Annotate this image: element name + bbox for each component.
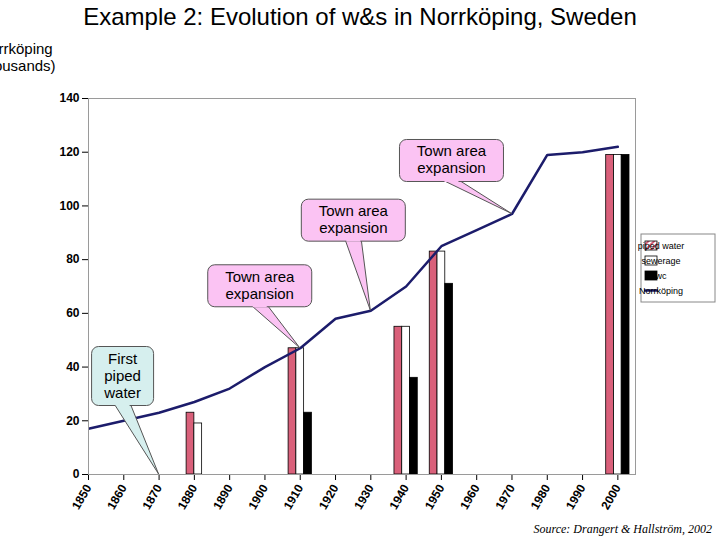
svg-text:40: 40 bbox=[66, 360, 80, 374]
svg-text:1890: 1890 bbox=[210, 482, 236, 512]
svg-text:1850: 1850 bbox=[69, 482, 95, 512]
svg-text:0: 0 bbox=[73, 467, 80, 481]
svg-text:80: 80 bbox=[66, 252, 80, 266]
svg-text:60: 60 bbox=[66, 306, 80, 320]
svg-text:1910: 1910 bbox=[281, 482, 307, 512]
svg-text:piped water: piped water bbox=[638, 241, 685, 251]
html-text:Example 2: Evolution of w&s in: Example 2: Evolution of w&s in Norrköpin… bbox=[83, 3, 637, 30]
svg-text:1920: 1920 bbox=[316, 482, 342, 512]
svg-text:1940: 1940 bbox=[387, 482, 413, 512]
svg-text:140: 140 bbox=[59, 91, 79, 105]
html-text:Source: Drangert & Hallström,: Source: Drangert & Hallström, 2002 bbox=[533, 522, 712, 536]
svg-text:2000: 2000 bbox=[598, 482, 624, 512]
svg-text:1900: 1900 bbox=[245, 482, 271, 512]
svg-text:1930: 1930 bbox=[351, 482, 377, 512]
svg-text:1880: 1880 bbox=[175, 482, 201, 512]
svg-text:Town areaexpansion: Town areaexpansion bbox=[417, 142, 487, 176]
svg-text:1980: 1980 bbox=[528, 482, 554, 512]
svg-text:Firstpipedwater: Firstpipedwater bbox=[103, 350, 141, 401]
svg-text:1970: 1970 bbox=[492, 482, 518, 512]
svg-text:1960: 1960 bbox=[457, 482, 483, 512]
svg-text:120: 120 bbox=[59, 145, 79, 159]
svg-text:wc: wc bbox=[655, 271, 667, 281]
svg-text:1860: 1860 bbox=[104, 482, 130, 512]
svg-text:1870: 1870 bbox=[140, 482, 166, 512]
svg-text:sewerage: sewerage bbox=[641, 256, 680, 266]
svg-text:1990: 1990 bbox=[563, 482, 589, 512]
svg-text:Town areaexpansion: Town areaexpansion bbox=[319, 202, 389, 236]
svg-text:1950: 1950 bbox=[422, 482, 448, 512]
svg-text:100: 100 bbox=[59, 199, 79, 213]
svg-text:Town areaexpansion: Town areaexpansion bbox=[225, 268, 295, 302]
svg-text:Norrköping(thousands): Norrköping(thousands) bbox=[0, 40, 56, 74]
svg-text:20: 20 bbox=[66, 414, 80, 428]
svg-text:Norrköping: Norrköping bbox=[639, 286, 683, 296]
